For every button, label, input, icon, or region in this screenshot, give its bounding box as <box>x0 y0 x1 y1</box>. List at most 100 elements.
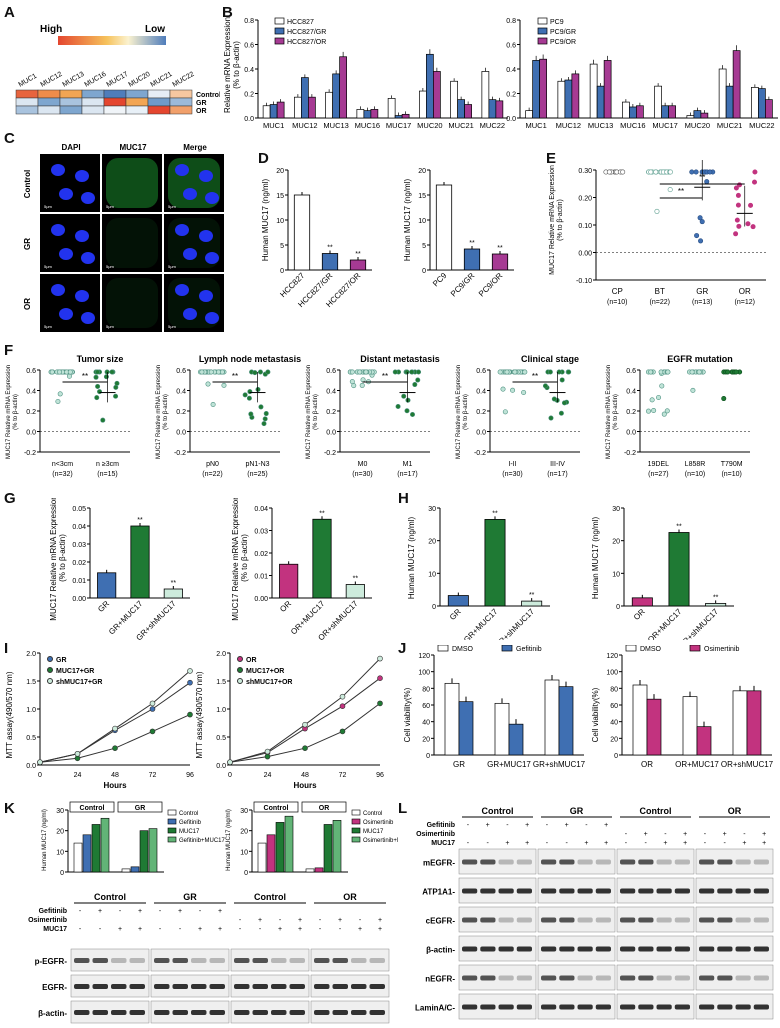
panel-j-left-tick-label: 120 <box>418 653 430 660</box>
panel-l-blot-condition-label: Osimertinib <box>416 831 455 838</box>
panel-i-point <box>227 759 233 765</box>
panel-e-point <box>752 179 758 185</box>
panel-j-bar <box>732 690 748 756</box>
panel-k-legend-swatch <box>167 836 177 843</box>
panel-i-point <box>377 675 383 682</box>
panel-e-ylabel-group: MUC17 Relative mRNA Expression (% to β-ac… <box>549 165 564 275</box>
panel-l-blot-band <box>753 859 769 865</box>
panel-b-right-bar <box>636 105 644 119</box>
panel-e-point <box>752 169 758 175</box>
panel-d-left-sig: ** <box>355 251 361 258</box>
panel-b-right-category-label: MUC21 <box>717 121 742 130</box>
panel-b-left-bar <box>419 90 427 119</box>
panel-j-right-tick-label: 100 <box>606 670 618 677</box>
heatmap-cell <box>169 89 193 99</box>
panel-k-blot-membrane <box>310 948 390 972</box>
panel-l-blot-group-label: Control <box>482 806 514 816</box>
panel-i-left-tick-label: 1.0 <box>26 707 36 714</box>
panel-g-right-tick-label: 0.04 <box>254 506 268 513</box>
panel-f-plot-1-point <box>199 369 205 375</box>
panel-l-blot-band <box>498 946 514 952</box>
panel-k-blot-band <box>172 984 188 989</box>
panel-d-right-tick-label: 10 <box>418 218 426 225</box>
panel-b-left-bar <box>464 104 472 119</box>
panel-f-n-label: (n=32) <box>52 471 72 478</box>
panel-b-left-bar <box>301 77 309 119</box>
heatmap-cell <box>169 97 193 107</box>
panel-l-blot-sign: + <box>584 840 588 847</box>
panel-l-blot-row-label: β-actin- <box>426 946 455 955</box>
panel-b-right-bar <box>668 105 676 119</box>
panel-k-blot-sign: - <box>179 926 182 933</box>
panel-d-left-sig: ** <box>327 245 333 252</box>
panel-b-left-bar <box>308 96 316 119</box>
panel-f-plot-3-tick-label: 0.6 <box>476 368 486 375</box>
panel-i-x-tick-label: 96 <box>376 772 384 779</box>
panel-k-blot-group-label: GR <box>183 892 197 902</box>
panel-b-charts: Relative mRNA Expression (% to β-actin)0.… <box>223 17 778 130</box>
panel-i-ylabel-right: MTT assay(490/570 nm) <box>195 671 204 758</box>
panel-i-legend-marker <box>237 656 243 662</box>
panel-b-left-tick-label: 0.2 <box>244 92 254 99</box>
heatmap-color-scale <box>58 36 166 45</box>
micro-nucleus <box>75 230 89 242</box>
panel-b-legend-swatch <box>537 17 548 25</box>
panel-b-right-tick-label: 0.0 <box>506 116 516 123</box>
panel-k-blot-band <box>129 1010 145 1015</box>
panel-k-left-tick-label: 10 <box>56 849 64 856</box>
panel-k-blot-sign: + <box>358 926 362 933</box>
panel-f-n-label: (n=30) <box>502 471 522 478</box>
panel-b-right-bar <box>596 85 605 119</box>
panel-k-blot-band <box>332 958 348 963</box>
panel-e-ylabel: (% to β-actin) <box>557 199 564 241</box>
panel-g-right-sig: ** <box>353 576 359 583</box>
panel-l-blot-band <box>753 946 769 952</box>
panel-h-right-tick-label: 10 <box>612 571 620 578</box>
panel-f-plot-0-point <box>113 384 119 390</box>
panel-f-plot-0-point <box>95 383 101 389</box>
panel-l-blot-band <box>498 888 514 894</box>
panel-l-blot-band <box>541 917 557 923</box>
panel-k-right-tick-label: 30 <box>240 808 248 815</box>
panel-e-point <box>667 169 673 175</box>
panel-k-blot-sign: + <box>258 917 262 924</box>
panel-k-bar <box>332 820 342 873</box>
panel-f-group-label: n ≥3cm <box>96 461 119 468</box>
panel-k-left-tick-label: 20 <box>56 829 64 836</box>
panel-f-plot-title: Clinical stage <box>521 354 579 364</box>
heatmap-row-label: GR <box>196 100 207 107</box>
panel-f-plot-3-point <box>497 369 503 375</box>
panel-l-blot-sign: + <box>604 840 608 847</box>
panel-f-group-label: I-II <box>508 461 516 468</box>
panel-b-right-tick-label: 0.2 <box>506 92 516 99</box>
panel-i-x-tick-label: 24 <box>264 772 272 779</box>
panel-letter-g: G <box>4 490 16 507</box>
micro-col-label: Merge <box>183 143 207 152</box>
panel-j-category-label: GR+MUC17 <box>487 760 531 769</box>
panel-k-blot-sign: + <box>98 908 102 915</box>
panel-k-blot-sign: - <box>239 917 242 924</box>
panel-b-left-bar <box>394 115 403 119</box>
panel-letter-j: J <box>398 640 407 657</box>
panel-k-blot-band <box>351 1010 367 1015</box>
panel-i-ylabel-left-group: MTT assay(490/570 nm) <box>5 671 14 758</box>
panel-b-right-category-label: MUC22 <box>749 121 774 130</box>
panel-l-blot-band <box>577 888 593 894</box>
panel-b-right-bar <box>603 60 612 119</box>
panel-k-blot-sign: - <box>99 926 102 933</box>
micro-nucleus <box>59 188 73 200</box>
panel-f-plot-4-point <box>649 397 655 403</box>
panel-f-plot-3-point <box>500 386 506 392</box>
panel-l-blot-band <box>480 1004 496 1010</box>
panel-k-blot-sign: - <box>159 926 162 933</box>
panel-e-point <box>654 208 660 214</box>
micro-image <box>102 154 162 212</box>
panel-f-n-label: (n=17) <box>397 471 417 478</box>
panel-j-left-tick-label: 20 <box>422 736 430 743</box>
panel-k-bar <box>148 828 158 873</box>
panel-g-charts: MUC17 Relative mRNA Expression (% to β-ac… <box>49 498 372 640</box>
panel-f-plot-4-point <box>689 369 695 375</box>
panel-k-blot-band <box>351 984 367 989</box>
panel-g-right-tick-label: 0.03 <box>254 529 268 536</box>
panel-l-blot-band <box>699 859 715 865</box>
